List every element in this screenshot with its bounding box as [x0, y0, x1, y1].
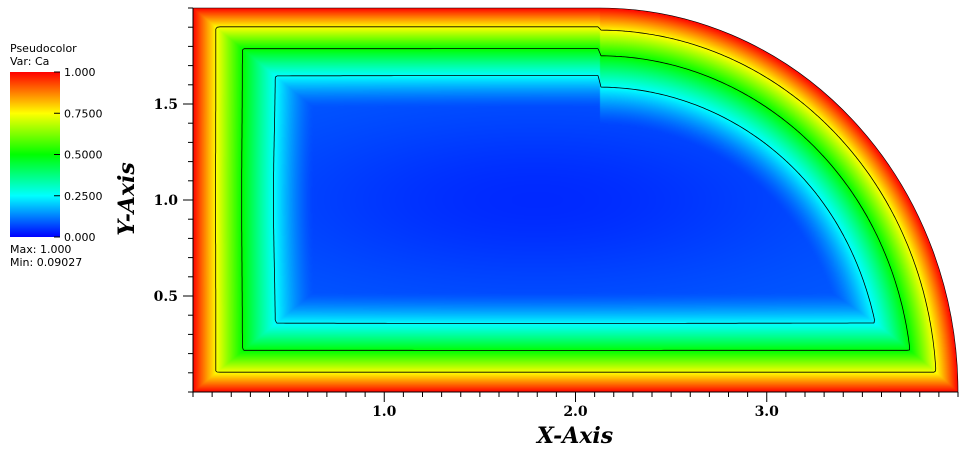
colorbar-tick-label: 1.000 [64, 66, 96, 79]
y-axis-title: Y-Axis [114, 162, 140, 236]
y-tick-label: 1.5 [154, 97, 178, 113]
contour-line-1 [241, 48, 910, 351]
heatmap-field [193, 8, 958, 392]
plot-field [192, 7, 959, 393]
x-tick-label: 1.0 [372, 404, 397, 420]
y-tick-label: 0.5 [154, 289, 178, 305]
y-axis-ticks: 0.5 1.0 1.5 [154, 7, 193, 393]
contour-lines [215, 26, 937, 373]
legend-min: Min: 0.09027 [10, 256, 82, 269]
contour-line-0 [273, 75, 875, 324]
x-axis-ticks: 1.0 2.0 3.0 [192, 392, 959, 420]
axes: 1.0 2.0 3.0 0.5 1.0 1.5 X-Axis Y-Axis [114, 7, 959, 449]
x-tick-label: 3.0 [755, 404, 780, 420]
y-tick-label: 1.0 [154, 193, 179, 209]
domain-boundary [192, 7, 959, 393]
legend-max: Max: 1.000 [10, 243, 71, 256]
legend-variable: Var: Ca [10, 55, 49, 68]
x-tick-label: 2.0 [563, 404, 588, 420]
colorbar-tick-label: 0.000 [64, 231, 96, 244]
legend-title: Pseudocolor [10, 42, 77, 55]
contour-line-2 [215, 26, 937, 373]
colorbar-tick-label: 0.5000 [64, 149, 103, 162]
colorbar-tick-label: 0.7500 [64, 107, 103, 120]
colorbar-ticks: 0.000 0.2500 0.5000 0.7500 1.000 [54, 66, 103, 244]
legend: Pseudocolor Var: Ca 0.000 0.2500 0.5000 0.7… [10, 42, 103, 269]
x-axis-title: X-Axis [535, 423, 613, 449]
colorbar [10, 72, 60, 237]
colorbar-tick-label: 0.2500 [64, 190, 103, 203]
